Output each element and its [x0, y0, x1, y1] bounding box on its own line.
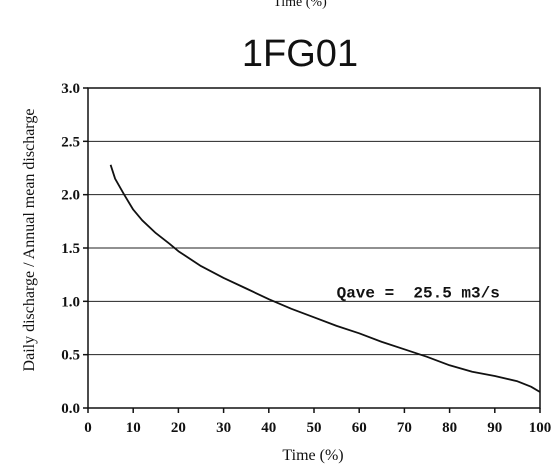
x-axis-label: Time (%) [282, 447, 343, 464]
y-tick-label: 1.0 [61, 294, 80, 310]
x-tick-label: 30 [216, 420, 231, 436]
x-tick-label: 50 [307, 420, 322, 436]
x-tick-label: 80 [442, 420, 457, 436]
x-tick-label: 10 [126, 420, 141, 436]
x-tick-label: 70 [397, 420, 412, 436]
qave-annotation: Qave = 25.5 m3/s [337, 284, 500, 302]
x-tick-label: 0 [84, 420, 92, 436]
y-tick-label: 1.5 [61, 241, 80, 257]
x-tick-label: 90 [487, 420, 502, 436]
y-tick-labels: 0.0 0.5 1.0 1.5 2.0 2.5 3.0 [61, 81, 88, 417]
y-tick-label: 0.0 [61, 401, 80, 417]
series-line-0 [109, 164, 541, 393]
y-tick-label: 2.0 [61, 188, 80, 204]
y-tick-label: 3.0 [61, 81, 80, 97]
chart-title: 1FG01 [242, 33, 358, 75]
y-tick-label: 2.5 [61, 134, 80, 150]
x-tick-label: 100 [529, 420, 552, 436]
series-group [109, 164, 541, 393]
y-tick-label: 0.5 [61, 348, 80, 364]
x-tick-label: 60 [352, 420, 367, 436]
grid [88, 140, 540, 356]
y-axis-label: Daily discharge / Annual mean discharge [21, 109, 38, 372]
x-tick-labels: 0 10 20 30 40 50 60 70 80 90 100 [84, 408, 551, 436]
x-tick-label: 40 [261, 420, 276, 436]
top-caption: Time (%) [273, 0, 327, 10]
x-tick-label: 20 [171, 420, 186, 436]
